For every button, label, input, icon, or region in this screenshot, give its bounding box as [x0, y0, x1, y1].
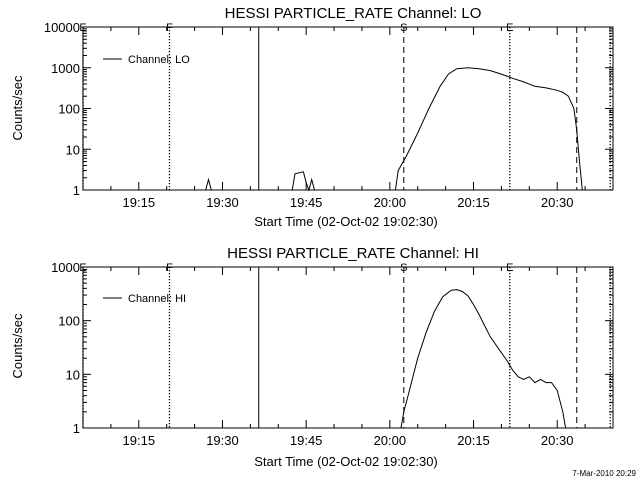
x-tick-label: 20:15	[457, 433, 490, 448]
x-tick-label: 19:30	[206, 195, 239, 210]
axes: 1 10 100 1000 10000 19:15 19:30 19:45 20:00 20:15…	[44, 20, 614, 210]
x-tick-label: 19:45	[290, 433, 323, 448]
x-tick-label: 20:00	[374, 433, 407, 448]
legend-label: Channel: LO	[128, 54, 190, 66]
x-tick-label: 20:30	[541, 433, 574, 448]
flag-marker-label: E	[79, 262, 86, 274]
plot-frame	[82, 266, 614, 429]
flag-marker-label: E	[506, 22, 513, 34]
y-tick-label: 100	[58, 102, 80, 117]
y-tick-label: 1000	[51, 61, 80, 76]
panel-channel-hi: HESSI PARTICLE_RATE Channel: HI Start Ti…	[10, 245, 614, 469]
y-tick-label: 1000	[51, 260, 80, 275]
chart-title: HESSI PARTICLE_RATE Channel: HI	[227, 245, 479, 262]
timestamp-stamp: 7-Mar-2010 20:29	[572, 469, 636, 478]
x-tick-label: 20:15	[457, 195, 490, 210]
y-tick-label: 10000	[44, 20, 80, 35]
y-tick-label: 10	[66, 142, 80, 157]
legend-label: Channel: HI	[128, 293, 186, 305]
axes: 1 10 100 1000 19:15 19:30 19:45 20:00 20:15 20:30	[51, 260, 614, 448]
x-axis-label: Start Time (02-Oct-02 19:02:30)	[254, 454, 438, 469]
series	[205, 67, 583, 192]
flag-marker-label: S	[400, 262, 407, 274]
flag-marker-label: F	[166, 22, 173, 34]
series-line	[394, 67, 583, 191]
x-tick-label: 20:00	[374, 195, 407, 210]
chart-title: HESSI PARTICLE_RATE Channel: LO	[225, 5, 482, 22]
flag-marker-label: F	[166, 262, 173, 274]
y-axis-label: Counts/sec	[10, 75, 25, 141]
flag-marker-label: E	[506, 262, 513, 274]
plot-frame	[82, 26, 614, 191]
x-tick-label: 20:30	[541, 195, 574, 210]
y-tick-label: 1	[73, 183, 80, 198]
panel-channel-lo: HESSI PARTICLE_RATE Channel: LO Start Ti…	[10, 5, 614, 229]
series-line	[291, 171, 315, 192]
x-tick-label: 19:15	[123, 433, 156, 448]
series-line	[400, 289, 567, 429]
flag-marker-label: E	[79, 22, 86, 34]
x-axis-label: Start Time (02-Oct-02 19:02:30)	[254, 214, 438, 229]
y-tick-label: 100	[58, 314, 80, 329]
y-tick-label: 10	[66, 367, 80, 382]
series-line	[205, 177, 212, 191]
x-tick-label: 19:45	[290, 195, 323, 210]
y-tick-label: 1	[73, 421, 80, 436]
y-axis-label: Counts/sec	[10, 313, 25, 379]
flag-marker-label: S	[400, 22, 407, 34]
x-tick-label: 19:30	[206, 433, 239, 448]
series	[400, 289, 567, 429]
x-tick-label: 19:15	[123, 195, 156, 210]
